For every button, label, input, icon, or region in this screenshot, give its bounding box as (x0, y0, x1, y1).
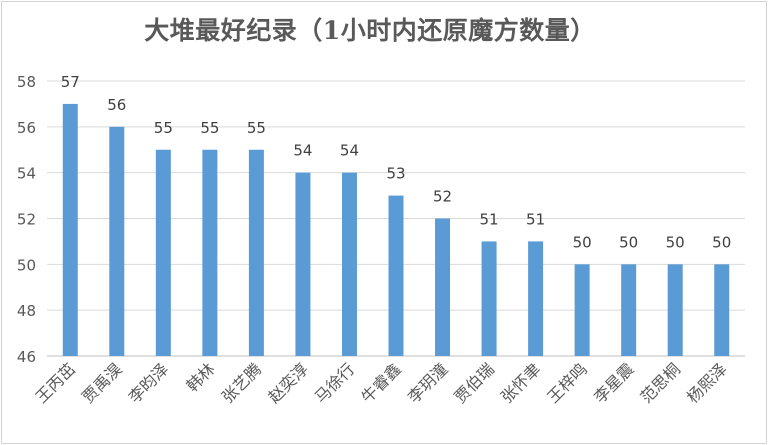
x-tick-label: 李玥潼 (404, 359, 451, 406)
y-tick-label: 56 (17, 119, 36, 137)
x-tick-label: 李星震 (590, 359, 637, 406)
x-tick-label: 韩林 (183, 359, 219, 395)
data-label: 50 (573, 233, 592, 251)
x-axis-ticks: 王丙茁 贾禹淏 李昀泽 韩林 张艺腾 赵奕淳 马徐行 牛睿鑫 李玥潼 贾伯瑞 张怀聿 王梓鸣 李星震 范思… (32, 359, 731, 406)
bar (435, 218, 451, 356)
x-tick-label: 李昀泽 (125, 359, 172, 406)
bar (295, 172, 311, 356)
bar (109, 126, 125, 356)
data-label: 56 (107, 96, 126, 114)
bar (341, 172, 357, 356)
x-tick-label: 贾伯瑞 (451, 359, 498, 406)
bar (62, 103, 78, 357)
y-tick-label: 50 (17, 256, 36, 274)
data-label: 55 (247, 119, 266, 137)
data-label: 54 (293, 142, 312, 160)
bar (621, 264, 637, 356)
x-tick-label: 赵奕淳 (264, 359, 311, 406)
data-label: 50 (712, 233, 731, 251)
bar (714, 264, 730, 356)
bar (574, 264, 590, 356)
bar (528, 241, 544, 356)
x-tick-label: 马徐行 (311, 359, 358, 406)
bar (667, 264, 683, 356)
x-tick-label: 杨熙泽 (683, 359, 730, 406)
bar (248, 149, 264, 356)
data-label: 51 (480, 210, 499, 228)
x-tick-label: 牛睿鑫 (357, 359, 404, 406)
bar (202, 149, 218, 356)
y-tick-label: 54 (17, 165, 36, 183)
x-tick-label: 王梓鸣 (544, 359, 591, 406)
y-tick-label: 48 (17, 302, 36, 320)
data-label: 50 (619, 233, 638, 251)
y-tick-label: 58 (17, 73, 36, 91)
y-axis-ticks: 46 48 50 52 54 56 58 (17, 73, 36, 366)
bar (388, 195, 404, 356)
x-tick-label: 贾禹淏 (78, 359, 125, 406)
y-tick-label: 52 (17, 211, 36, 229)
data-label: 52 (433, 188, 452, 206)
bar (481, 241, 497, 356)
data-label: 53 (386, 165, 405, 183)
x-tick-label: 王丙茁 (32, 359, 79, 406)
x-tick-label: 张艺腾 (218, 359, 265, 406)
data-label: 50 (666, 233, 685, 251)
data-label: 55 (154, 119, 173, 137)
data-label: 55 (200, 119, 219, 137)
x-tick-label: 范思桐 (637, 359, 684, 406)
data-labels: 57 56 55 55 55 54 54 53 52 51 51 50 50 50 50 (61, 73, 732, 251)
x-tick-label: 张怀聿 (497, 359, 544, 406)
data-label: 54 (340, 142, 359, 160)
y-tick-label: 46 (17, 348, 36, 366)
data-label: 51 (526, 210, 545, 228)
bar (155, 149, 171, 356)
bars (62, 103, 730, 357)
data-label: 57 (61, 73, 80, 91)
chart-title: 大堆最好纪录（1小时内还原魔方数量） (144, 16, 596, 45)
